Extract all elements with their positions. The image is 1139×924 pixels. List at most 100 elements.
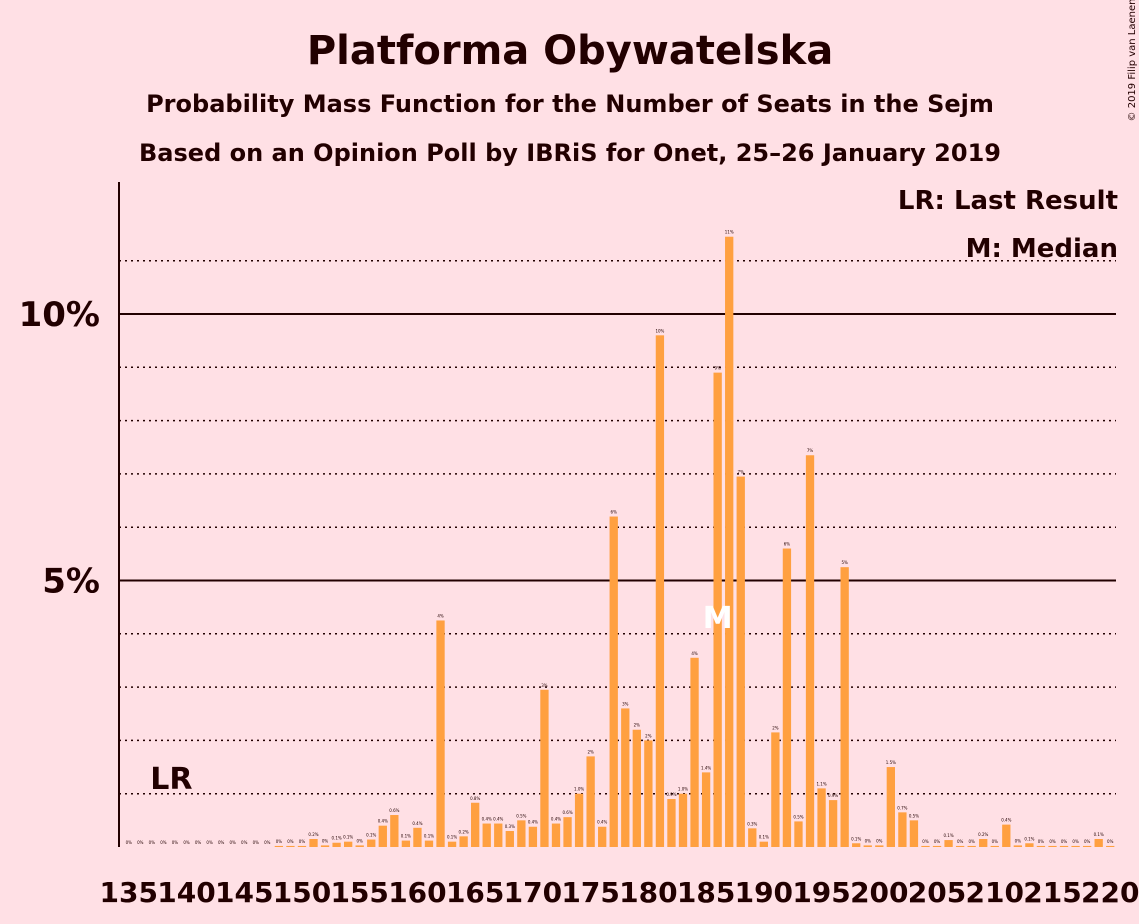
bar-label-seat-209: 0.2%	[978, 832, 988, 837]
bar-label-seat-148: 0%	[276, 839, 283, 844]
bar-seat-154	[344, 841, 353, 847]
bar-seat-157	[378, 825, 387, 847]
bar-label-seat-190: 0.1%	[759, 835, 769, 840]
x-tick-label: 180	[619, 876, 677, 909]
bar-seat-159	[401, 840, 411, 847]
bar-label-seat-135: 0%	[126, 840, 133, 845]
bar-label-seat-154: 0.1%	[343, 835, 353, 840]
bar-label-seat-161: 0.1%	[424, 834, 434, 839]
bar-seat-153	[332, 842, 341, 847]
bar-label-seat-185: 1.4%	[701, 765, 711, 770]
bar-label-seat-217: 0%	[1072, 839, 1079, 844]
bar-seat-196	[828, 800, 838, 847]
bar-seat-186	[713, 372, 722, 847]
bar-label-seat-145: 0%	[241, 840, 248, 845]
bar-label-seat-153: 0.1%	[332, 836, 342, 841]
bar-label-seat-151: 0.2%	[308, 832, 318, 837]
bar-label-seat-203: 0.5%	[909, 813, 919, 818]
bar-label-seat-142: 0%	[206, 840, 213, 845]
bars-group	[274, 236, 1115, 848]
bar-seat-151	[309, 839, 318, 847]
bar-label-seat-182: 0.9%	[666, 792, 676, 797]
bar-seat-168	[505, 831, 514, 847]
bar-label-seat-202: 0.7%	[897, 805, 907, 810]
bar-label-seat-184: 4%	[691, 651, 698, 656]
bar-label-seat-169: 0.5%	[516, 813, 526, 818]
bar-seat-212	[1013, 845, 1023, 847]
bar-seat-185	[701, 772, 711, 847]
bar-seat-178	[621, 708, 630, 847]
bar-seat-155	[355, 845, 364, 847]
bar-label-seat-208: 0%	[968, 839, 975, 844]
bar-seat-211	[1002, 824, 1011, 847]
bar-label-seat-177: 6%	[611, 510, 618, 515]
bar-label-seat-212: 0%	[1015, 838, 1022, 843]
bar-label-seat-174: 1.0%	[574, 787, 584, 792]
bar-seat-203	[909, 820, 919, 847]
bar-label-seat-156: 0.1%	[366, 833, 376, 838]
bar-seat-206	[944, 840, 953, 847]
bar-label-seat-218: 0%	[1084, 839, 1091, 844]
bar-label-seat-216: 0%	[1061, 839, 1068, 844]
bar-label-seat-146: 0%	[253, 840, 260, 845]
bar-label-seat-196: 0.9%	[828, 793, 838, 798]
bar-seat-202	[898, 812, 907, 847]
bar-label-seat-206: 0.1%	[943, 833, 953, 838]
bar-label-seat-213: 0.1%	[1024, 836, 1034, 841]
x-tick-label: 150	[273, 876, 331, 909]
bar-seat-165	[471, 802, 480, 847]
bar-label-seat-147: 0%	[264, 840, 271, 845]
bar-label-seat-173: 0.6%	[562, 810, 572, 815]
bar-seat-164	[459, 836, 468, 847]
bar-seat-163	[447, 841, 457, 847]
bar-label-seat-167: 0.4%	[493, 817, 503, 822]
x-tick-label: 215	[1023, 876, 1081, 909]
bar-seat-150	[297, 845, 307, 847]
last-result-marker: LR	[150, 762, 192, 797]
bar-seat-149	[286, 845, 295, 847]
bar-seat-204	[921, 845, 930, 847]
chart-title: Platforma Obywatelska	[307, 28, 833, 74]
bar-seat-148	[274, 845, 284, 847]
bar-label-seat-168: 0.3%	[505, 824, 515, 829]
bar-seat-207	[955, 845, 965, 847]
bar-label-seat-163: 0.1%	[447, 835, 457, 840]
bar-label-seat-215: 0%	[1049, 839, 1056, 844]
bar-seat-190	[759, 841, 768, 847]
bar-seat-189	[748, 828, 757, 847]
bar-label-seat-150: 0%	[299, 839, 306, 844]
chart-subtitle: Probability Mass Function for the Number…	[146, 90, 994, 118]
bar-label-seat-195: 1.1%	[816, 781, 826, 786]
bar-label-seat-141: 0%	[195, 840, 202, 845]
x-tick-label: 195	[792, 876, 850, 909]
legend-median: M: Median	[966, 234, 1118, 264]
bar-seat-152	[320, 845, 330, 847]
bar-seat-161	[424, 840, 434, 847]
bar-seat-210	[990, 845, 999, 847]
bar-label-seat-155: 0%	[357, 838, 364, 843]
bar-seat-167	[494, 823, 503, 847]
x-tick-label: 170	[504, 876, 562, 909]
bar-label-seat-214: 0%	[1038, 839, 1045, 844]
bar-label-seat-188: 7%	[738, 470, 745, 475]
bar-label-seat-204: 0%	[922, 839, 929, 844]
bar-seat-193	[794, 821, 803, 847]
x-tick-label: 220	[1081, 876, 1139, 909]
bar-seat-180	[644, 740, 653, 847]
bar-seat-191	[771, 732, 780, 847]
bar-label-seat-143: 0%	[218, 840, 225, 845]
x-tick-label: 205	[908, 876, 966, 909]
bar-seat-162	[436, 620, 445, 847]
bar-label-seat-191: 2%	[772, 725, 779, 730]
bar-seat-188	[736, 476, 745, 847]
bar-label-seat-166: 0.4%	[482, 817, 492, 822]
legend-last-result: LR: Last Result	[898, 186, 1118, 216]
bar-label-seat-219: 0.1%	[1094, 832, 1104, 837]
x-tick-label: 200	[850, 876, 908, 909]
bar-seat-158	[390, 815, 399, 847]
bar-seat-195	[817, 788, 826, 847]
bar-seat-176	[598, 826, 607, 847]
bar-seat-215	[1048, 845, 1057, 847]
bar-label-seat-200: 0%	[876, 838, 883, 843]
bar-seat-174	[574, 793, 584, 847]
